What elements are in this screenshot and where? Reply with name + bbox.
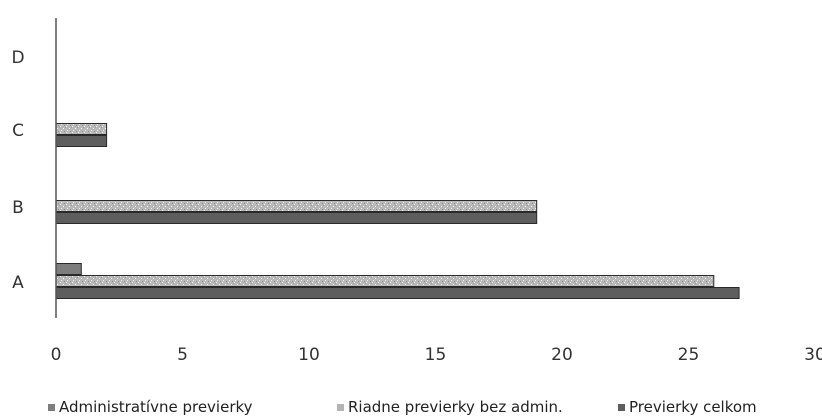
x-tick-label-15: 15 <box>425 345 447 365</box>
x-tick-label-30: 30 <box>804 345 822 365</box>
legend-swatch-2 <box>337 404 344 411</box>
legend-label-3: Previerky celkom <box>629 398 757 416</box>
bar-a-series-1 <box>55 263 82 275</box>
legend-swatch-1 <box>48 404 55 411</box>
legend-label-2: Riadne previerky bez admin. <box>348 398 563 416</box>
legend-swatch-3 <box>618 404 625 411</box>
x-tick-label-10: 10 <box>298 345 320 365</box>
bar-b-series-2 <box>55 200 538 212</box>
x-tick-label-0: 0 <box>51 345 62 365</box>
legend-label-1: Administratívne previerky <box>59 398 253 416</box>
bar-a-series-2 <box>55 275 715 287</box>
bar-c-series-3 <box>55 135 108 147</box>
y-tick-label-c: C <box>12 121 24 141</box>
bar-a-series-3 <box>55 287 740 299</box>
x-tick-label-20: 20 <box>551 345 573 365</box>
y-tick-label-d: D <box>11 48 24 68</box>
x-tick-label-5: 5 <box>177 345 188 365</box>
x-tick-label-25: 25 <box>678 345 700 365</box>
y-tick-label-a: A <box>12 273 24 293</box>
bar-c-series-2 <box>55 123 108 135</box>
y-tick-label-b: B <box>12 198 24 218</box>
bar-b-series-3 <box>55 212 538 224</box>
